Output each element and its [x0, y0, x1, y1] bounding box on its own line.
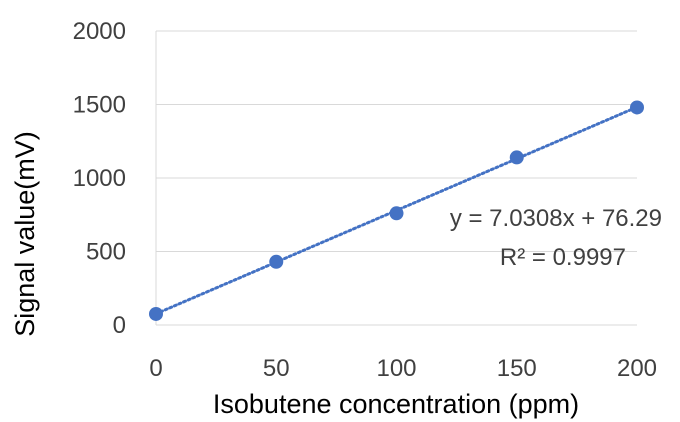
r-squared-label: R² = 0.9997: [500, 244, 626, 271]
data-point-100: [389, 206, 404, 221]
y-tick-label-2000: 2000: [73, 18, 126, 45]
y-tick-label-0: 0: [113, 312, 126, 339]
x-axis-title: Isobutene concentration (ppm): [213, 389, 579, 419]
x-tick-label-200: 200: [617, 355, 657, 382]
y-axis-title: Signal value(mV): [10, 131, 40, 337]
x-tick-label-50: 50: [263, 355, 290, 382]
y-tick-label-1500: 1500: [73, 92, 126, 119]
tick-labels: 0 500 1000 1500 2000 0 50 100 150 200: [73, 18, 657, 382]
y-tick-label-1000: 1000: [73, 165, 126, 192]
trendline-equation: y = 7.0308x + 76.29: [450, 205, 662, 232]
data-point-50: [269, 254, 284, 269]
x-tick-label-0: 0: [149, 355, 162, 382]
data-point-200: [630, 100, 644, 115]
y-tick-label-500: 500: [86, 239, 126, 266]
gridlines: [155, 30, 637, 326]
data-points: [149, 100, 644, 321]
data-point-0: [149, 306, 163, 321]
x-tick-label-150: 150: [497, 355, 537, 382]
x-tick-label-100: 100: [376, 355, 416, 382]
data-point-150: [509, 150, 524, 165]
